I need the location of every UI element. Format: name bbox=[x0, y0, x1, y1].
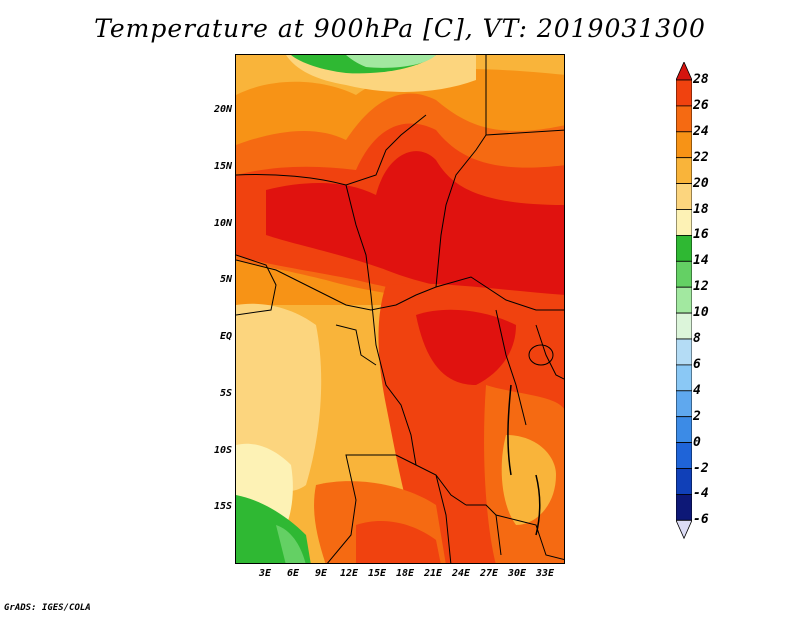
lon-label: 9E bbox=[314, 568, 328, 579]
colorbar-tick-label: 10 bbox=[693, 305, 709, 321]
colorbar bbox=[676, 62, 692, 540]
lon-label: 6E bbox=[286, 568, 300, 579]
lat-label: 5N bbox=[219, 274, 232, 285]
lat-label: 15S bbox=[213, 501, 232, 512]
lon-label: 27E bbox=[479, 568, 499, 579]
lon-label: 18E bbox=[395, 568, 415, 579]
contour-southwest-26 bbox=[356, 520, 441, 563]
lon-label: 3E bbox=[258, 568, 272, 579]
colorbar-tick-label: -4 bbox=[693, 486, 709, 502]
colorbar-segment bbox=[676, 312, 692, 340]
colorbar-tick-label: 20 bbox=[693, 175, 709, 191]
colorbar-segment bbox=[676, 79, 692, 107]
colorbar-segment bbox=[676, 493, 692, 521]
colorbar-tick-label: 4 bbox=[693, 382, 701, 398]
lon-label: 30E bbox=[507, 568, 527, 579]
colorbar-segment bbox=[676, 131, 692, 159]
colorbar-tick-label: 22 bbox=[693, 149, 709, 165]
colorbar-tick-label: 18 bbox=[693, 201, 709, 217]
lon-label: 21E bbox=[423, 568, 443, 579]
colorbar-segment bbox=[676, 105, 692, 133]
contour-central-28 bbox=[416, 309, 516, 385]
colorbar-tick-label: 28 bbox=[693, 72, 709, 87]
colorbar-segment bbox=[676, 338, 692, 366]
colorbar-segment bbox=[676, 286, 692, 314]
colorbar-segment bbox=[676, 183, 692, 210]
colorbar-segment bbox=[676, 364, 692, 392]
colorbar-segment bbox=[676, 442, 692, 469]
contour-north-28 bbox=[266, 151, 564, 297]
colorbar-tick-label: 26 bbox=[693, 97, 709, 113]
contour-south-20 bbox=[501, 435, 556, 525]
colorbar-tick-label: 24 bbox=[693, 123, 709, 139]
colorbar-segment bbox=[676, 468, 692, 495]
colorbar-under-triangle bbox=[676, 519, 692, 540]
lake-victoria bbox=[528, 344, 554, 366]
credit-text: GrADS: IGES/COLA bbox=[4, 603, 91, 613]
colorbar-segment bbox=[676, 260, 692, 288]
colorbar-tick-label: 0 bbox=[693, 434, 701, 450]
colorbar-tick-label: -6 bbox=[693, 512, 709, 528]
country-borders bbox=[236, 55, 564, 563]
lat-label: 15N bbox=[213, 161, 232, 172]
contour-atlantic-12 bbox=[276, 525, 306, 563]
lat-label: 10S bbox=[213, 445, 232, 456]
contour-west-coast-20 bbox=[236, 303, 322, 492]
colorbar-segment bbox=[676, 234, 692, 262]
colorbar-tick-label: 2 bbox=[693, 408, 701, 424]
colorbar-tick-label: 6 bbox=[693, 356, 701, 372]
lon-label: 12E bbox=[339, 568, 359, 579]
colorbar-segment bbox=[676, 416, 692, 444]
lon-label: 33E bbox=[535, 568, 555, 579]
colorbar-tick-label: -2 bbox=[693, 460, 709, 476]
colorbar-over-triangle bbox=[676, 62, 692, 81]
colorbar-tick-label: 14 bbox=[693, 253, 709, 269]
colorbar-tick-label: 12 bbox=[693, 279, 709, 295]
contour-sahara-12 bbox=[346, 55, 436, 68]
colorbar-tick-label: 8 bbox=[693, 331, 701, 346]
temperature-field bbox=[236, 55, 564, 563]
colorbar-tick-label: 16 bbox=[693, 227, 709, 243]
lake-malawi bbox=[535, 474, 541, 536]
temperature-map[interactable] bbox=[235, 54, 565, 564]
colorbar-segment bbox=[676, 157, 692, 184]
chart-title: Temperature at 900hPa [C], VT: 201903130… bbox=[94, 14, 706, 43]
lat-label: 20N bbox=[213, 104, 232, 115]
lat-label: 5S bbox=[219, 388, 232, 399]
lon-label: 24E bbox=[451, 568, 471, 579]
lat-label: EQ bbox=[219, 331, 232, 342]
lon-label: 15E bbox=[367, 568, 387, 579]
colorbar-segment bbox=[676, 390, 692, 418]
lat-label: 10N bbox=[213, 218, 232, 229]
colorbar-segment bbox=[676, 209, 692, 236]
lake-tanganyika bbox=[507, 384, 512, 476]
